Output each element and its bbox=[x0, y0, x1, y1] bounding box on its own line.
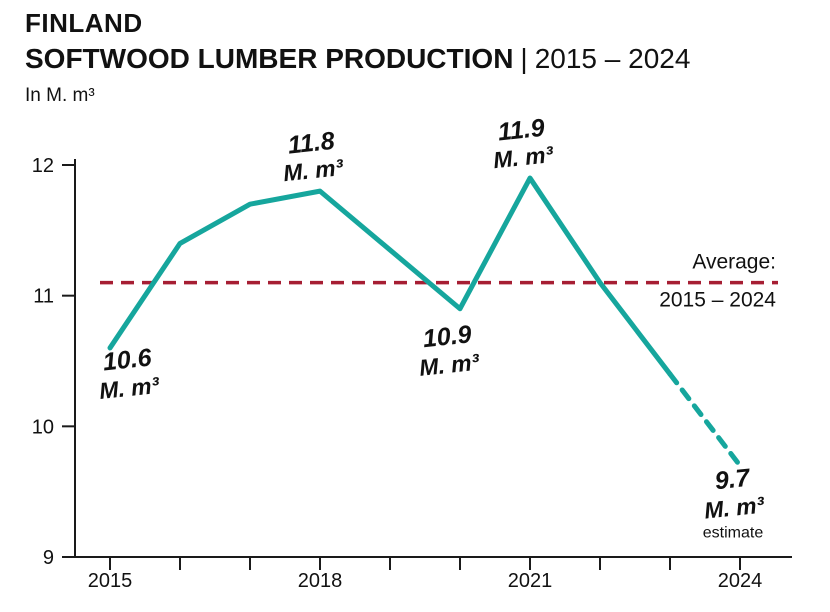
y-tick-label: 11 bbox=[33, 285, 54, 307]
x-tick-label: 2024 bbox=[718, 570, 763, 592]
chart-title-main: SOFTWOOD LUMBER PRODUCTION bbox=[25, 43, 514, 75]
y-tick-label: 10 bbox=[32, 416, 54, 438]
annotation-unit: M. m³ bbox=[703, 491, 767, 523]
country-title: FINLAND bbox=[25, 8, 143, 38]
x-tick-label: 2021 bbox=[508, 570, 553, 592]
x-tick-label: 2018 bbox=[298, 570, 343, 592]
chart-svg: 9 10 11 12 2015 2018 2021 2024 Average: 2015 – 20… bbox=[32, 117, 792, 592]
annotation-unit: M. m³ bbox=[98, 372, 162, 404]
annotation-value: 9.7 bbox=[713, 464, 752, 496]
annotation-note: estimate bbox=[703, 524, 764, 541]
unit-subtitle: In M. m³ bbox=[25, 84, 95, 106]
y-tick-label: 12 bbox=[32, 155, 54, 177]
annotation-value: 10.9 bbox=[421, 320, 472, 353]
average-label-line2: 2015 – 2024 bbox=[659, 288, 776, 311]
annotation-value: 11.9 bbox=[496, 117, 546, 146]
title-separator: | bbox=[520, 43, 528, 75]
annotation-unit: M. m³ bbox=[492, 141, 556, 173]
x-tick-label: 2015 bbox=[88, 570, 133, 592]
annotation-unit: M. m³ bbox=[418, 348, 482, 380]
series-line-solid bbox=[107, 175, 673, 377]
series-line-estimate bbox=[667, 371, 743, 468]
chart-header: FINLAND SOFTWOOD LUMBER PRODUCTION | 2015 … bbox=[0, 0, 830, 107]
annotation-unit: M. m³ bbox=[282, 154, 346, 186]
chart-title-range: 2015 – 2024 bbox=[534, 43, 691, 75]
chart-title: SOFTWOOD LUMBER PRODUCTION | 2015 – 2024 bbox=[25, 42, 830, 76]
annotation-value: 11.8 bbox=[286, 127, 336, 160]
annotation-value: 10.6 bbox=[101, 343, 153, 376]
average-label-line1: Average: bbox=[692, 250, 776, 273]
y-tick-label: 9 bbox=[43, 547, 54, 569]
